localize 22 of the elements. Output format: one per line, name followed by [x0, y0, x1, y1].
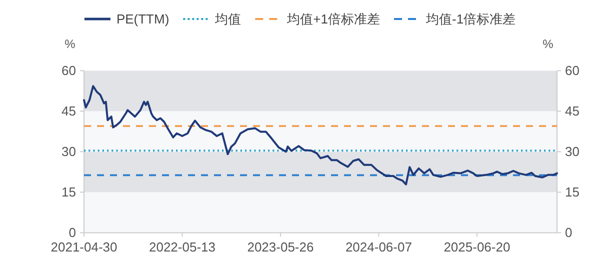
- y2-tick-label: 15: [565, 184, 580, 200]
- y2-tick-label: 60: [565, 63, 580, 78]
- y2-tick-label: 0: [565, 225, 572, 240]
- x-tick-label: 2025-06-20: [444, 240, 510, 255]
- y2-tick-label: 30: [565, 144, 580, 160]
- y2-axis-title: %: [542, 37, 554, 51]
- y-tick-label: 15: [62, 184, 76, 200]
- y-tick-label: 30: [62, 144, 76, 160]
- legend-label: 均值+1倍标准差: [286, 12, 380, 26]
- line-series: [83, 85, 558, 186]
- y-tick-label: 0: [68, 225, 76, 240]
- y2-tick-label: 45: [565, 104, 580, 119]
- y-tick-label: 45: [62, 104, 76, 119]
- x-tick-label: 2023-05-26: [247, 240, 314, 255]
- legend-label: 均值: [214, 12, 242, 26]
- legend-label: PE(TTM): [116, 12, 170, 26]
- y-tick-label: 60: [62, 63, 76, 78]
- x-tick-label: 2021-04-30: [50, 240, 118, 255]
- x-tick-label: 2024-06-07: [345, 240, 412, 255]
- legend-label: 均值-1倍标准差: [424, 12, 516, 26]
- x-tick-label: 2022-05-13: [148, 240, 216, 255]
- y-axis-title: %: [64, 37, 76, 51]
